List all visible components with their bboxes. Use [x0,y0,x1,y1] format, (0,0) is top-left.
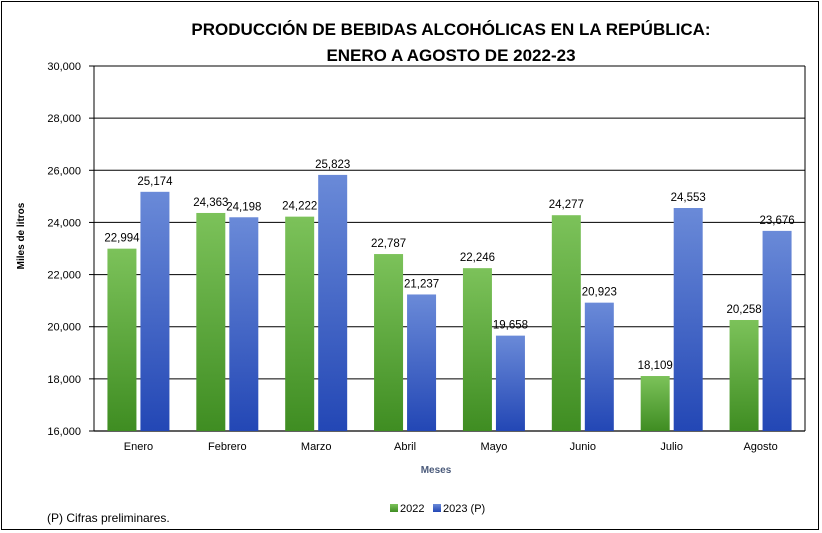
bar-2023-abril [407,294,437,431]
bars [107,174,792,431]
chart-title-line2: ENERO A AGOSTO DE 2022-23 [326,46,575,65]
data-label: 25,174 [137,176,173,188]
bar-2022-marzo [285,216,315,431]
y-tick-labels: 16,000 18,000 20,000 22,000 24,000 26,000 28,0… [47,61,81,438]
data-label: 20,923 [582,287,617,299]
x-tick-label: Febrero [208,441,247,453]
legend-swatch-2023 [433,504,441,512]
y-tick-label: 30,000 [47,61,81,73]
x-tick-label: Agosto [743,441,777,453]
y-axis-label: Miles de litros [16,202,27,269]
legend: 2022 2023 (P) [390,503,485,515]
x-tick-label: Junio [570,441,596,453]
bar-2023-julio [673,208,703,431]
y-tick-label: 20,000 [47,322,81,334]
data-label: 24,198 [226,201,261,213]
data-label: 23,676 [759,215,794,227]
bar-2023-enero [140,191,170,431]
bar-2023-marzo [318,174,348,431]
legend-swatch-2022 [390,504,398,512]
footnote: (P) Cifras preliminares. [47,511,170,525]
data-label: 18,109 [638,360,673,372]
bar-2022-febrero [196,212,226,431]
data-label: 24,277 [549,199,584,211]
bar-2022-agosto [729,319,759,431]
bar-2022-julio [640,376,670,431]
y-tick-label: 28,000 [47,113,81,125]
x-tick-labels: Enero Febrero Marzo Abril Mayo Junio Julio Agos… [124,441,778,453]
data-label: 24,553 [671,192,706,204]
y-tick-label: 18,000 [47,374,81,386]
legend-label-2022: 2022 [400,503,424,515]
bar-2022-abril [374,254,404,431]
bar-2023-febrero [229,217,259,431]
y-tick-label: 26,000 [47,165,81,177]
bar-2022-enero [107,248,137,431]
x-axis-label: Meses [421,465,452,476]
x-tick-label: Abril [394,441,416,453]
bar-2022-junio [551,215,581,431]
bar-2023-mayo [495,335,525,431]
bar-2023-agosto [762,230,792,431]
data-label: 21,237 [404,278,439,290]
x-tick-label: Mayo [480,441,507,453]
bar-2023-junio [584,302,614,431]
x-tick-label: Enero [124,441,153,453]
y-tick-label: 16,000 [47,426,81,438]
data-label: 25,823 [315,159,350,171]
bar-2022-mayo [462,268,492,431]
data-label: 22,787 [371,238,406,250]
data-label: 22,246 [460,252,495,264]
y-tick-label: 22,000 [47,270,81,282]
data-label: 20,258 [726,304,761,316]
data-label: 19,658 [493,320,528,332]
data-label: 24,222 [282,201,317,213]
y-tick-label: 24,000 [47,217,81,229]
legend-label-2023: 2023 (P) [443,503,485,515]
x-tick-label: Julio [660,441,683,453]
chart-title-line1: PRODUCCIÓN DE BEBIDAS ALCOHÓLICAS EN LA … [191,20,710,39]
x-tick-label: Marzo [301,441,332,453]
data-label: 22,994 [104,233,140,245]
data-label: 24,363 [193,197,228,209]
